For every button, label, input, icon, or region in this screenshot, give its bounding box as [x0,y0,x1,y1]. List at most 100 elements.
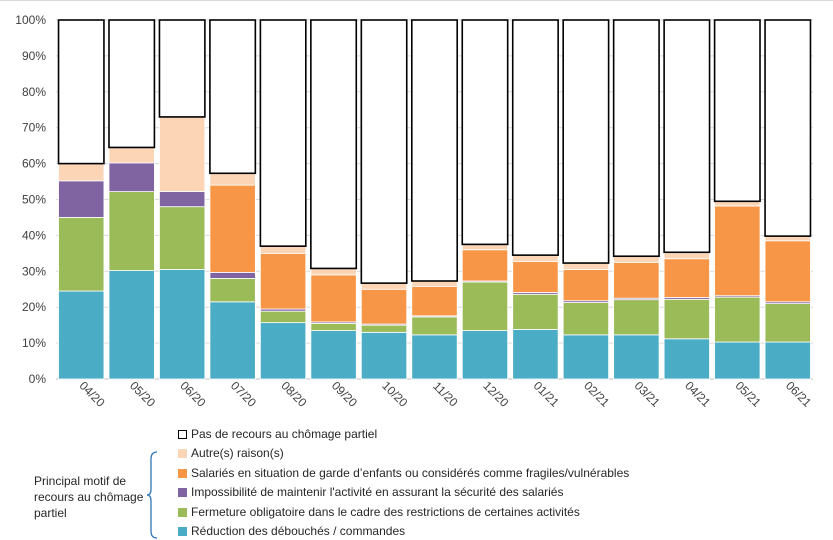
bar-segment [259,322,307,380]
bar-segment [310,274,357,323]
bar-segment [209,278,256,303]
x-tick-label: 04/20 [76,379,107,410]
bar-segment [613,299,660,336]
legend-label: Autre(s) raison(s) [191,446,284,461]
bar-segment [108,19,156,149]
y-tick-label: 80% [22,85,46,99]
bar-segment [360,19,408,284]
legend-swatch [178,488,187,498]
y-tick-label: 60% [22,157,46,171]
bar-segment [663,251,710,260]
bar-segment [613,255,660,263]
bar-segment [259,310,307,324]
bar-segment [58,290,105,380]
x-tick-label: 09/20 [329,379,360,410]
x-tick-label: 07/20 [228,379,259,410]
legend-item: Salariés en situation de garde d’enfants… [178,466,629,480]
bar-segment [209,271,256,279]
x-tick-label: 12/20 [480,379,511,410]
bar-segment [512,261,559,293]
legend-item: Réduction des débouchés / commandes [178,524,405,538]
bar-segment [57,19,105,165]
legend-item: Impossibilité de maintenir l'activité en… [178,485,563,499]
x-tick-label: 01/21 [531,379,562,410]
bar-segment [562,269,610,302]
bar-segment [512,329,559,380]
y-tick-label: 30% [22,264,46,278]
x-tick-label: 05/20 [127,379,158,410]
legend-label: Salariés en situation de garde d’enfants… [191,465,630,480]
bar-segment [108,147,155,164]
bar-segment [764,341,811,380]
legend-label: Pas de recours au chômage partiel [191,427,378,441]
x-tick-label: 11/20 [430,379,461,410]
top-border-line [0,0,833,1]
bar-segment [663,19,711,254]
bar-segment [714,341,761,380]
bar-segment [58,180,105,218]
bar-segment [663,258,710,298]
bar-segment [713,19,761,203]
legend-item: Autre(s) raison(s) [178,446,284,460]
bar-segment [663,338,710,380]
x-tick-label: 05/21 [733,379,764,410]
bar-segment [209,301,256,380]
x-tick-label: 06/20 [177,379,208,410]
bar-segment [310,19,358,270]
y-tick-label: 100% [15,13,46,27]
bar-segment [58,217,105,292]
x-tick-label: 04/21 [682,379,713,410]
curly-brace-icon [146,451,158,539]
bar-segment [764,303,811,343]
legend-label: Réduction des débouchés / commandes [191,524,406,538]
y-tick-label: 50% [22,193,46,207]
bar-segment [158,19,206,118]
bar-segment [461,243,509,251]
y-tick-label: 20% [22,300,46,314]
bar-segment [310,268,357,276]
bar-segment [461,249,509,282]
legend-swatch [178,507,187,517]
bar-segment [259,19,307,247]
y-tick-label: 0% [29,372,47,386]
bar-segment [461,330,509,380]
bar-segment [159,206,206,270]
bar-segment [209,184,256,273]
bar-segment [108,191,155,271]
bar-segment [159,116,206,193]
bar-segment [562,19,610,264]
bar-segment [461,19,509,246]
bar-segment [360,288,408,325]
bar-segment [310,330,357,380]
bar-segment [58,163,105,182]
legend-label: Impossibilité de maintenir l'activité en… [191,485,564,500]
bar-segment [714,296,761,343]
bar-segment [461,281,509,331]
y-tick-label: 70% [22,121,46,135]
bar-segment [764,19,812,237]
bar-segment [310,322,357,331]
legend-item: Pas de recours au chômage partiel [178,427,377,441]
bar-segment [663,298,710,340]
bar-segment [411,285,458,317]
bar-segment [108,162,155,193]
x-tick-label: 10/20 [379,379,410,410]
bar-segment [511,19,559,256]
bar-segment [360,282,408,290]
legend-label: Fermeture obligatoire dans le cadre des … [191,504,580,519]
bar-segment [209,19,257,175]
legend-swatch [178,468,187,478]
legend-swatch [178,430,187,439]
bar-segment [108,270,155,380]
bar-segment [512,254,559,263]
bar-segment [764,240,811,303]
bar-segment [411,280,458,287]
legend-group-label: Principal motif de recours au chômage pa… [34,474,144,520]
x-tick-label: 06/21 [783,379,814,410]
legend-item: Fermeture obligatoire dans le cadre des … [178,505,580,519]
bar-segment [613,261,660,299]
x-tick-label: 08/20 [278,379,309,410]
bar-segment [562,262,610,270]
y-tick-label: 10% [22,336,46,350]
